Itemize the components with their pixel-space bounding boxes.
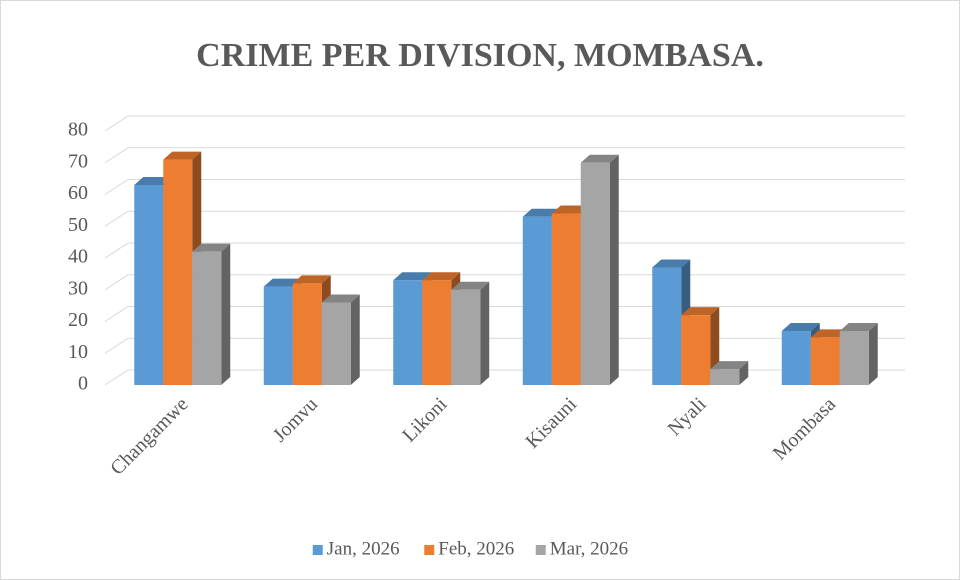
bar-top bbox=[292, 275, 331, 284]
bar bbox=[781, 331, 811, 385]
legend-swatch bbox=[424, 545, 435, 555]
y-tick-label: 30 bbox=[68, 277, 88, 299]
bar-top bbox=[522, 208, 561, 217]
bar-top bbox=[710, 361, 749, 370]
bar bbox=[292, 283, 322, 385]
bar-top bbox=[192, 243, 231, 252]
legend-label: Feb, 2026 bbox=[438, 538, 514, 559]
y-tick-label: 60 bbox=[68, 182, 88, 204]
grid-line bbox=[104, 179, 905, 195]
bar-top bbox=[393, 272, 432, 281]
bar-top bbox=[781, 323, 820, 332]
legend-swatch bbox=[535, 545, 546, 555]
grid-line bbox=[104, 210, 905, 227]
bar bbox=[580, 162, 610, 385]
bar bbox=[451, 289, 481, 385]
grid-line bbox=[104, 147, 905, 164]
y-tick-label: 80 bbox=[68, 119, 88, 141]
chart-title: CRIME PER DIVISION, MOMBASA. bbox=[196, 37, 764, 74]
grid-line bbox=[104, 306, 905, 322]
bar-side bbox=[739, 361, 749, 385]
bar-top bbox=[810, 329, 849, 338]
y-tick-label: 0 bbox=[78, 373, 88, 395]
bar bbox=[422, 280, 452, 385]
legend-swatch bbox=[312, 545, 323, 555]
bar-top bbox=[839, 323, 878, 332]
bar bbox=[192, 251, 222, 385]
bar-side bbox=[609, 154, 619, 385]
bar bbox=[710, 369, 740, 385]
bar-side bbox=[221, 243, 231, 385]
bar bbox=[393, 280, 423, 385]
bar bbox=[163, 159, 193, 385]
bar-side bbox=[350, 294, 360, 385]
bar-top bbox=[580, 154, 619, 163]
y-tick-label: 10 bbox=[68, 341, 88, 363]
grid-line bbox=[104, 115, 905, 132]
grid-line bbox=[104, 369, 905, 386]
bar-top bbox=[451, 281, 490, 290]
bar bbox=[551, 213, 581, 385]
bar-top bbox=[681, 307, 720, 316]
bar bbox=[263, 286, 293, 385]
bar-top bbox=[551, 205, 590, 214]
bar-top bbox=[652, 259, 691, 268]
bar-side bbox=[480, 281, 490, 385]
y-tick-label: 20 bbox=[68, 309, 88, 331]
grid-line bbox=[104, 242, 905, 259]
bar-top bbox=[134, 176, 173, 185]
bar bbox=[134, 184, 164, 385]
y-tick-label: 70 bbox=[68, 150, 88, 172]
bar bbox=[681, 315, 711, 385]
bar-side bbox=[868, 323, 878, 385]
legend: Jan, 2026 Feb, 2026 Mar, 2026 bbox=[312, 538, 628, 559]
legend-label: Mar, 2026 bbox=[550, 538, 628, 559]
bar bbox=[652, 267, 682, 385]
y-tick-label: 50 bbox=[68, 214, 88, 236]
bar bbox=[839, 331, 869, 385]
legend-label: Jan, 2026 bbox=[327, 538, 400, 559]
bar-top bbox=[422, 272, 461, 281]
bar-top bbox=[163, 151, 202, 160]
bar bbox=[810, 337, 840, 385]
y-tick-label: 40 bbox=[68, 246, 88, 268]
grid-line bbox=[104, 274, 905, 291]
bar-top bbox=[263, 278, 302, 287]
bar-top bbox=[321, 294, 360, 303]
bar bbox=[522, 216, 552, 385]
grid-line bbox=[104, 337, 905, 354]
bar bbox=[321, 302, 351, 385]
